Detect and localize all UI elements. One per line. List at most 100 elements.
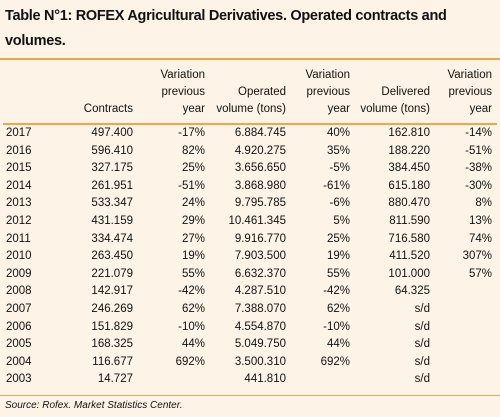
table-cell: 4.287.510	[234, 285, 286, 298]
year-cell: 2011	[6, 232, 31, 245]
table-cell: 3.656.650	[234, 162, 286, 175]
table-cell	[435, 354, 497, 372]
year-cell: 2013	[6, 197, 32, 210]
table-cell: 10.461.345	[228, 214, 286, 227]
column-header: Contracts	[51, 60, 138, 125]
table-row: 2017 497.400 -17% 6.884.745 40% 162.810 -14%	[3, 124, 497, 143]
year-cell: 2008	[6, 285, 32, 298]
table-row: 2012 431.159 29% 10.461.345 5% 811.590 13%	[3, 213, 497, 231]
table-row: 2005 168.325 44% 5.049.750 44% s/d	[3, 336, 497, 354]
table-cell: -5%	[329, 162, 350, 175]
table-cell: 7.388.070	[234, 302, 286, 315]
table-row: 2011 334.474 27% 9.916.770 25% 716.580 74%	[3, 231, 497, 249]
table-cell: s/d	[414, 320, 430, 333]
table-row: 2015 327.175 25% 3.656.650 -5% 384.450 -38%	[3, 160, 497, 178]
table-row: 2013 533.347 24% 9.795.785 -6% 880.470 8%	[3, 195, 497, 213]
table-cell: 101.000	[388, 267, 430, 280]
year-cell: 2012	[6, 214, 32, 227]
table-cell: 431.159	[91, 214, 133, 227]
table-cell: 19%	[326, 250, 350, 263]
year-cell: 2015	[6, 162, 32, 175]
year-cell: 2005	[6, 338, 32, 351]
table-row: 2003 14.727 441.810 s/d	[3, 371, 497, 389]
table-cell: 4.554.870	[234, 320, 286, 333]
table-cell: -42%	[323, 285, 350, 298]
table-cell: 9.916.770	[234, 232, 286, 245]
year-cell: 2007	[6, 302, 32, 315]
table-cell: 35%	[326, 144, 350, 157]
table-cell: 25%	[181, 162, 205, 175]
table-cell: 82%	[181, 144, 205, 157]
table-cell: -14%	[465, 127, 492, 139]
table-cell: -61%	[323, 179, 350, 192]
table-cell: 811.590	[389, 214, 430, 227]
table-cell: 384.450	[388, 162, 430, 175]
table-cell: 7.903.500	[234, 250, 286, 263]
table-cell: 334.474	[91, 232, 133, 245]
table-body: 2017 497.400 -17% 6.884.745 40% 162.810 -14% 20…	[3, 124, 497, 389]
table-cell: 62%	[181, 302, 205, 315]
table-cell: 74%	[468, 232, 492, 245]
table-cell: 4.920.275	[234, 144, 286, 157]
table-row: 2010 263.450 19% 7.903.500 19% 411.520 307%	[3, 248, 497, 266]
table-cell: 327.175	[91, 162, 133, 175]
table-cell: 6.884.745	[234, 127, 286, 139]
column-header: Variation previous year	[138, 60, 210, 125]
rule	[0, 395, 500, 396]
table-cell: 261.951	[91, 179, 133, 192]
column-header	[3, 60, 51, 125]
year-cell: 2014	[6, 179, 32, 192]
year-cell: 2009	[6, 267, 32, 280]
table-cell: -51%	[178, 179, 205, 192]
header-row: Contracts Variation previous year Operated…	[3, 60, 497, 125]
table-cell: 5%	[333, 214, 350, 227]
table-cell: -10%	[323, 320, 350, 333]
table-cell: 692%	[175, 355, 205, 368]
table-cell: 142.917	[91, 285, 133, 298]
table-cell: 40%	[326, 127, 350, 139]
table-cell	[291, 371, 355, 389]
table-row: 2007 246.269 62% 7.388.070 62% s/d	[3, 301, 497, 319]
table-cell: 151.829	[91, 320, 133, 333]
column-header: Variation previous year	[291, 60, 355, 125]
table-cell: -10%	[178, 320, 205, 333]
table-cell: 307%	[462, 250, 492, 263]
table-cell: 13%	[468, 214, 492, 227]
source-note: Source: Rofex. Market Statistics Center.	[5, 400, 183, 411]
table-cell: 25%	[326, 232, 350, 245]
table-cell: 24%	[181, 197, 205, 210]
table-cell: 221.079	[91, 267, 133, 280]
table-cell: 533.347	[91, 197, 133, 210]
table-cell: 6.632.370	[234, 267, 286, 280]
data-table: Contracts Variation previous year Operated…	[3, 60, 497, 389]
table-cell: -51%	[465, 144, 492, 157]
table-cell	[435, 301, 497, 319]
table-cell: -6%	[329, 197, 350, 210]
table-cell: s/d	[414, 302, 430, 315]
table-cell: 188.220	[388, 144, 430, 157]
table-cell: -17%	[178, 127, 205, 139]
table-title: Table N°1: ROFEX Agricultural Derivative…	[5, 8, 447, 49]
table-cell	[435, 371, 497, 389]
table-cell: 116.677	[92, 355, 133, 368]
year-cell: 2004	[6, 355, 32, 368]
table-cell: s/d	[414, 373, 430, 386]
table-cell: 263.450	[91, 250, 133, 263]
year-cell: 2006	[6, 320, 32, 333]
table-cell: 497.400	[91, 127, 133, 139]
table-cell: 64.325	[394, 285, 430, 298]
table-cell: 44%	[181, 338, 205, 351]
table-cell: 168.325	[91, 338, 133, 351]
table-row: 2004 116.677 692% 3.500.310 692% s/d	[3, 354, 497, 372]
table-cell	[435, 283, 497, 301]
year-cell: 2016	[6, 144, 32, 157]
table-cell: -38%	[465, 162, 492, 175]
table-cell: -42%	[178, 285, 205, 298]
table-cell: 55%	[181, 267, 205, 280]
table-cell: 29%	[181, 214, 205, 227]
column-header: Delivered volume (tons)	[355, 60, 435, 125]
table-cell: 716.580	[388, 232, 430, 245]
table-row: 2014 261.951 -51% 3.868.980 -61% 615.180 -30%	[3, 178, 497, 196]
table-cell: 692%	[320, 355, 350, 368]
